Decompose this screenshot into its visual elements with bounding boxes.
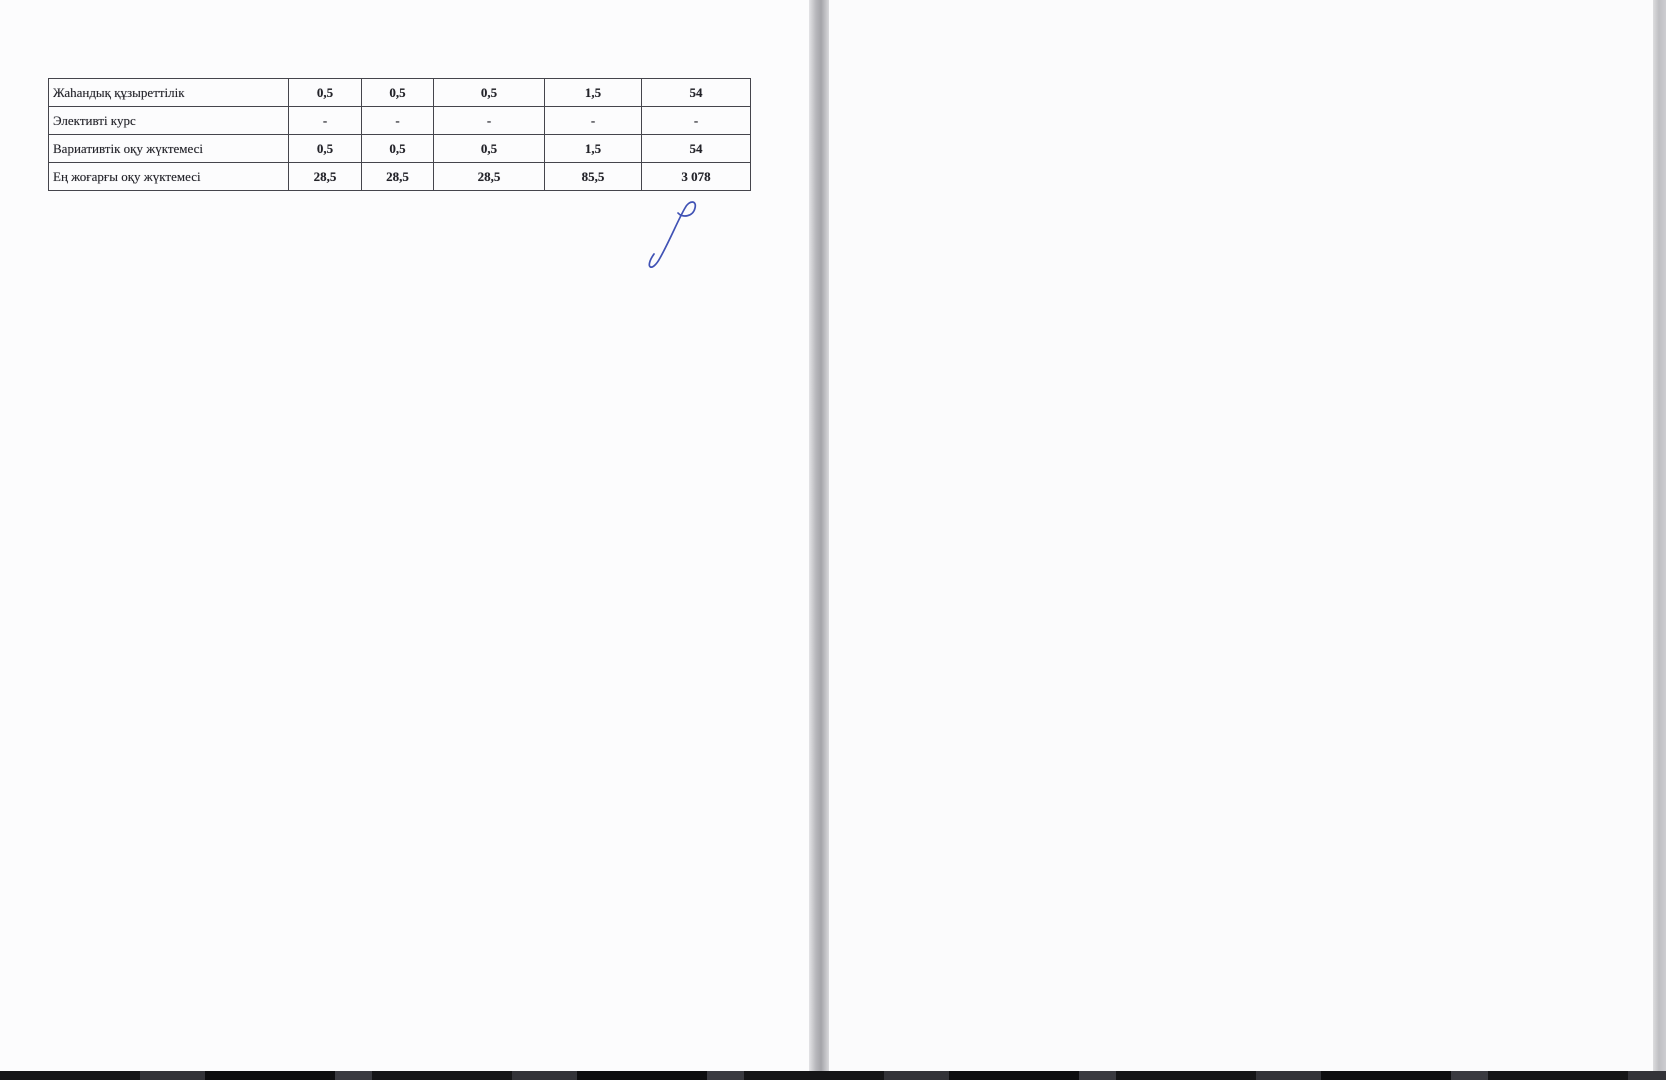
cell-value: 54 <box>641 134 751 163</box>
right-page: «Бекітемін» Мектеп директоры А.Б.Касжано… <box>829 0 1653 1071</box>
scan-edge-bottom <box>0 1071 1666 1080</box>
table-row: Жаһандық құзыреттілік 0,5 0,5 0,5 1,5 54 <box>48 78 751 107</box>
cell-value: 28,5 <box>361 162 434 191</box>
table-row: Вариативтік оқу жүктемесі 0,5 0,5 0,5 1,5 54 <box>48 134 751 163</box>
table-row: Элективті курс - - - - - <box>48 106 751 135</box>
cell-value: - <box>433 106 545 135</box>
left-summary-table: Жаһандық құзыреттілік 0,5 0,5 0,5 1,5 54 Элект… <box>48 78 751 191</box>
row-label: Жаһандық құзыреттілік <box>48 78 289 107</box>
cell-value: - <box>288 106 362 135</box>
cell-value: 0,5 <box>433 78 545 107</box>
cell-value: - <box>641 106 751 135</box>
cell-value: 54 <box>641 78 751 107</box>
cell-value: - <box>361 106 434 135</box>
signature-mark <box>648 201 697 268</box>
left-table-body: Жаһандық құзыреттілік 0,5 0,5 0,5 1,5 54 Элект… <box>48 78 751 191</box>
cell-value: 85,5 <box>544 162 642 191</box>
cell-value: 0,5 <box>361 78 434 107</box>
cell-value: 3 078 <box>641 162 751 191</box>
cell-value: 1,5 <box>544 134 642 163</box>
page-gutter <box>809 0 829 1071</box>
cell-value: 1,5 <box>544 78 642 107</box>
cell-value: 0,5 <box>288 134 362 163</box>
row-label: Вариативтік оқу жүктемесі <box>48 134 289 163</box>
cell-value: 0,5 <box>361 134 434 163</box>
cell-value: 28,5 <box>288 162 362 191</box>
cell-value: 28,5 <box>433 162 545 191</box>
left-page: Жаһандық құзыреттілік 0,5 0,5 0,5 1,5 54 Элект… <box>0 0 809 1071</box>
cell-value: 0,5 <box>288 78 362 107</box>
table-row: Ең жоғарғы оқу жүктемесі 28,5 28,5 28,5 85,5… <box>48 162 751 191</box>
row-label: Элективті курс <box>48 106 289 135</box>
cell-value: 0,5 <box>433 134 545 163</box>
row-label: Ең жоғарғы оқу жүктемесі <box>48 162 289 191</box>
scan-edge-right <box>1653 0 1666 1071</box>
cell-value: - <box>544 106 642 135</box>
